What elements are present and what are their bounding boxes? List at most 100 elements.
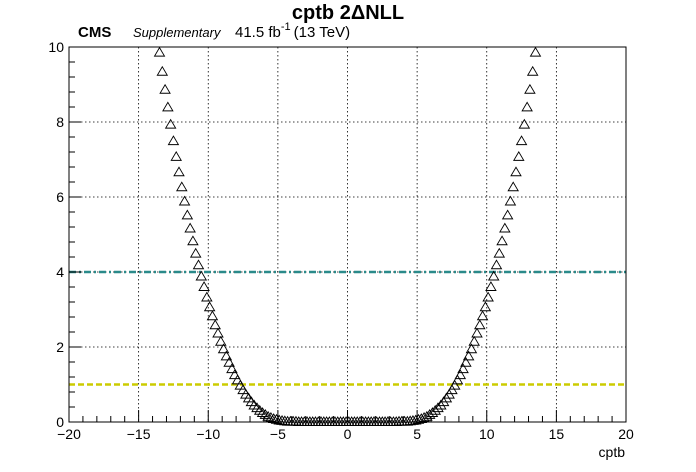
x-tick-label: 20 — [618, 426, 634, 442]
data-point — [504, 195, 517, 206]
data-point — [471, 327, 483, 338]
x-tick-label: 5 — [413, 426, 421, 442]
data-point — [167, 135, 180, 146]
data-point — [524, 83, 536, 94]
data-point — [164, 118, 177, 129]
data-point — [462, 350, 475, 361]
x-tick-label: 0 — [344, 426, 352, 442]
data-point — [468, 335, 481, 346]
data-point — [201, 291, 213, 302]
data-point — [192, 259, 205, 270]
data-point — [153, 46, 166, 57]
data-point — [248, 399, 260, 410]
data-point — [499, 222, 511, 233]
x-tick-label: −5 — [270, 426, 286, 442]
data-point — [220, 350, 233, 361]
data-point — [485, 281, 497, 291]
data-point — [259, 408, 272, 419]
data-point — [228, 369, 241, 380]
data-point — [429, 404, 442, 415]
data-point — [173, 166, 185, 177]
y-tick-label: 0 — [56, 414, 64, 430]
luminosity-value: 41.5 fb — [235, 24, 281, 41]
data-point — [465, 343, 478, 354]
data-point — [476, 310, 489, 321]
data-point — [418, 411, 430, 422]
data-point — [512, 150, 525, 161]
data-point — [270, 413, 283, 424]
data-point — [526, 65, 539, 76]
x-tick-label: −15 — [127, 426, 151, 442]
data-markers — [153, 46, 542, 426]
data-point — [262, 410, 274, 421]
x-tick-label: 10 — [479, 426, 495, 442]
data-point — [223, 356, 235, 367]
data-point — [515, 135, 528, 146]
data-point — [203, 301, 216, 312]
data-point — [189, 247, 202, 258]
data-point — [206, 310, 219, 321]
data-point — [214, 335, 227, 346]
data-point — [529, 46, 542, 57]
data-point — [209, 319, 221, 330]
data-point — [482, 291, 494, 302]
data-point — [178, 195, 191, 206]
data-point — [454, 369, 467, 380]
x-tick-label: 15 — [549, 426, 565, 442]
data-point — [521, 101, 533, 112]
data-point — [432, 402, 444, 413]
y-tick-label: 4 — [56, 264, 64, 280]
data-point — [457, 363, 469, 374]
data-point — [451, 374, 464, 385]
data-point — [251, 402, 263, 413]
data-point — [253, 404, 266, 415]
data-point — [437, 396, 450, 407]
data-point — [518, 118, 531, 129]
x-axis-title: cptb — [599, 444, 626, 460]
data-point — [487, 270, 500, 281]
data-point — [440, 392, 453, 403]
data-point — [490, 259, 503, 270]
data-point — [217, 343, 230, 354]
data-point — [510, 166, 522, 177]
data-point — [507, 181, 519, 192]
data-point — [474, 319, 486, 330]
chart-title: cptb 2ΔNLL — [292, 2, 404, 24]
data-point — [226, 363, 238, 374]
grid — [69, 47, 626, 422]
y-tick-label: 6 — [56, 189, 64, 205]
data-point — [448, 379, 461, 390]
data-point — [421, 410, 433, 421]
data-point — [496, 235, 508, 246]
data-point — [426, 407, 439, 417]
y-tick-label: 10 — [48, 39, 64, 55]
data-point — [412, 413, 425, 424]
data-point — [170, 150, 183, 161]
data-point — [231, 374, 244, 385]
luminosity-exponent: -1 — [281, 21, 291, 33]
supplementary-label: Supplementary — [133, 25, 222, 40]
data-point — [184, 222, 196, 233]
data-point — [479, 301, 492, 312]
data-point — [265, 411, 277, 422]
data-point — [159, 83, 171, 94]
cms-label: CMS — [78, 24, 111, 41]
data-point — [176, 181, 188, 192]
data-point — [501, 209, 514, 220]
luminosity-label: 41.5 fb-1 (13 TeV) — [235, 21, 350, 41]
data-point — [460, 356, 472, 367]
data-point — [198, 281, 210, 291]
energy-label: (13 TeV) — [294, 24, 350, 41]
x-tick-label: −10 — [196, 426, 220, 442]
reference-lines — [69, 270, 626, 386]
data-point — [156, 65, 169, 76]
data-point — [181, 209, 194, 220]
x-tick-label: −20 — [57, 426, 81, 442]
data-point — [493, 247, 506, 258]
data-point — [162, 101, 174, 112]
data-point — [212, 327, 224, 338]
data-point — [435, 399, 447, 410]
data-point — [187, 235, 199, 246]
